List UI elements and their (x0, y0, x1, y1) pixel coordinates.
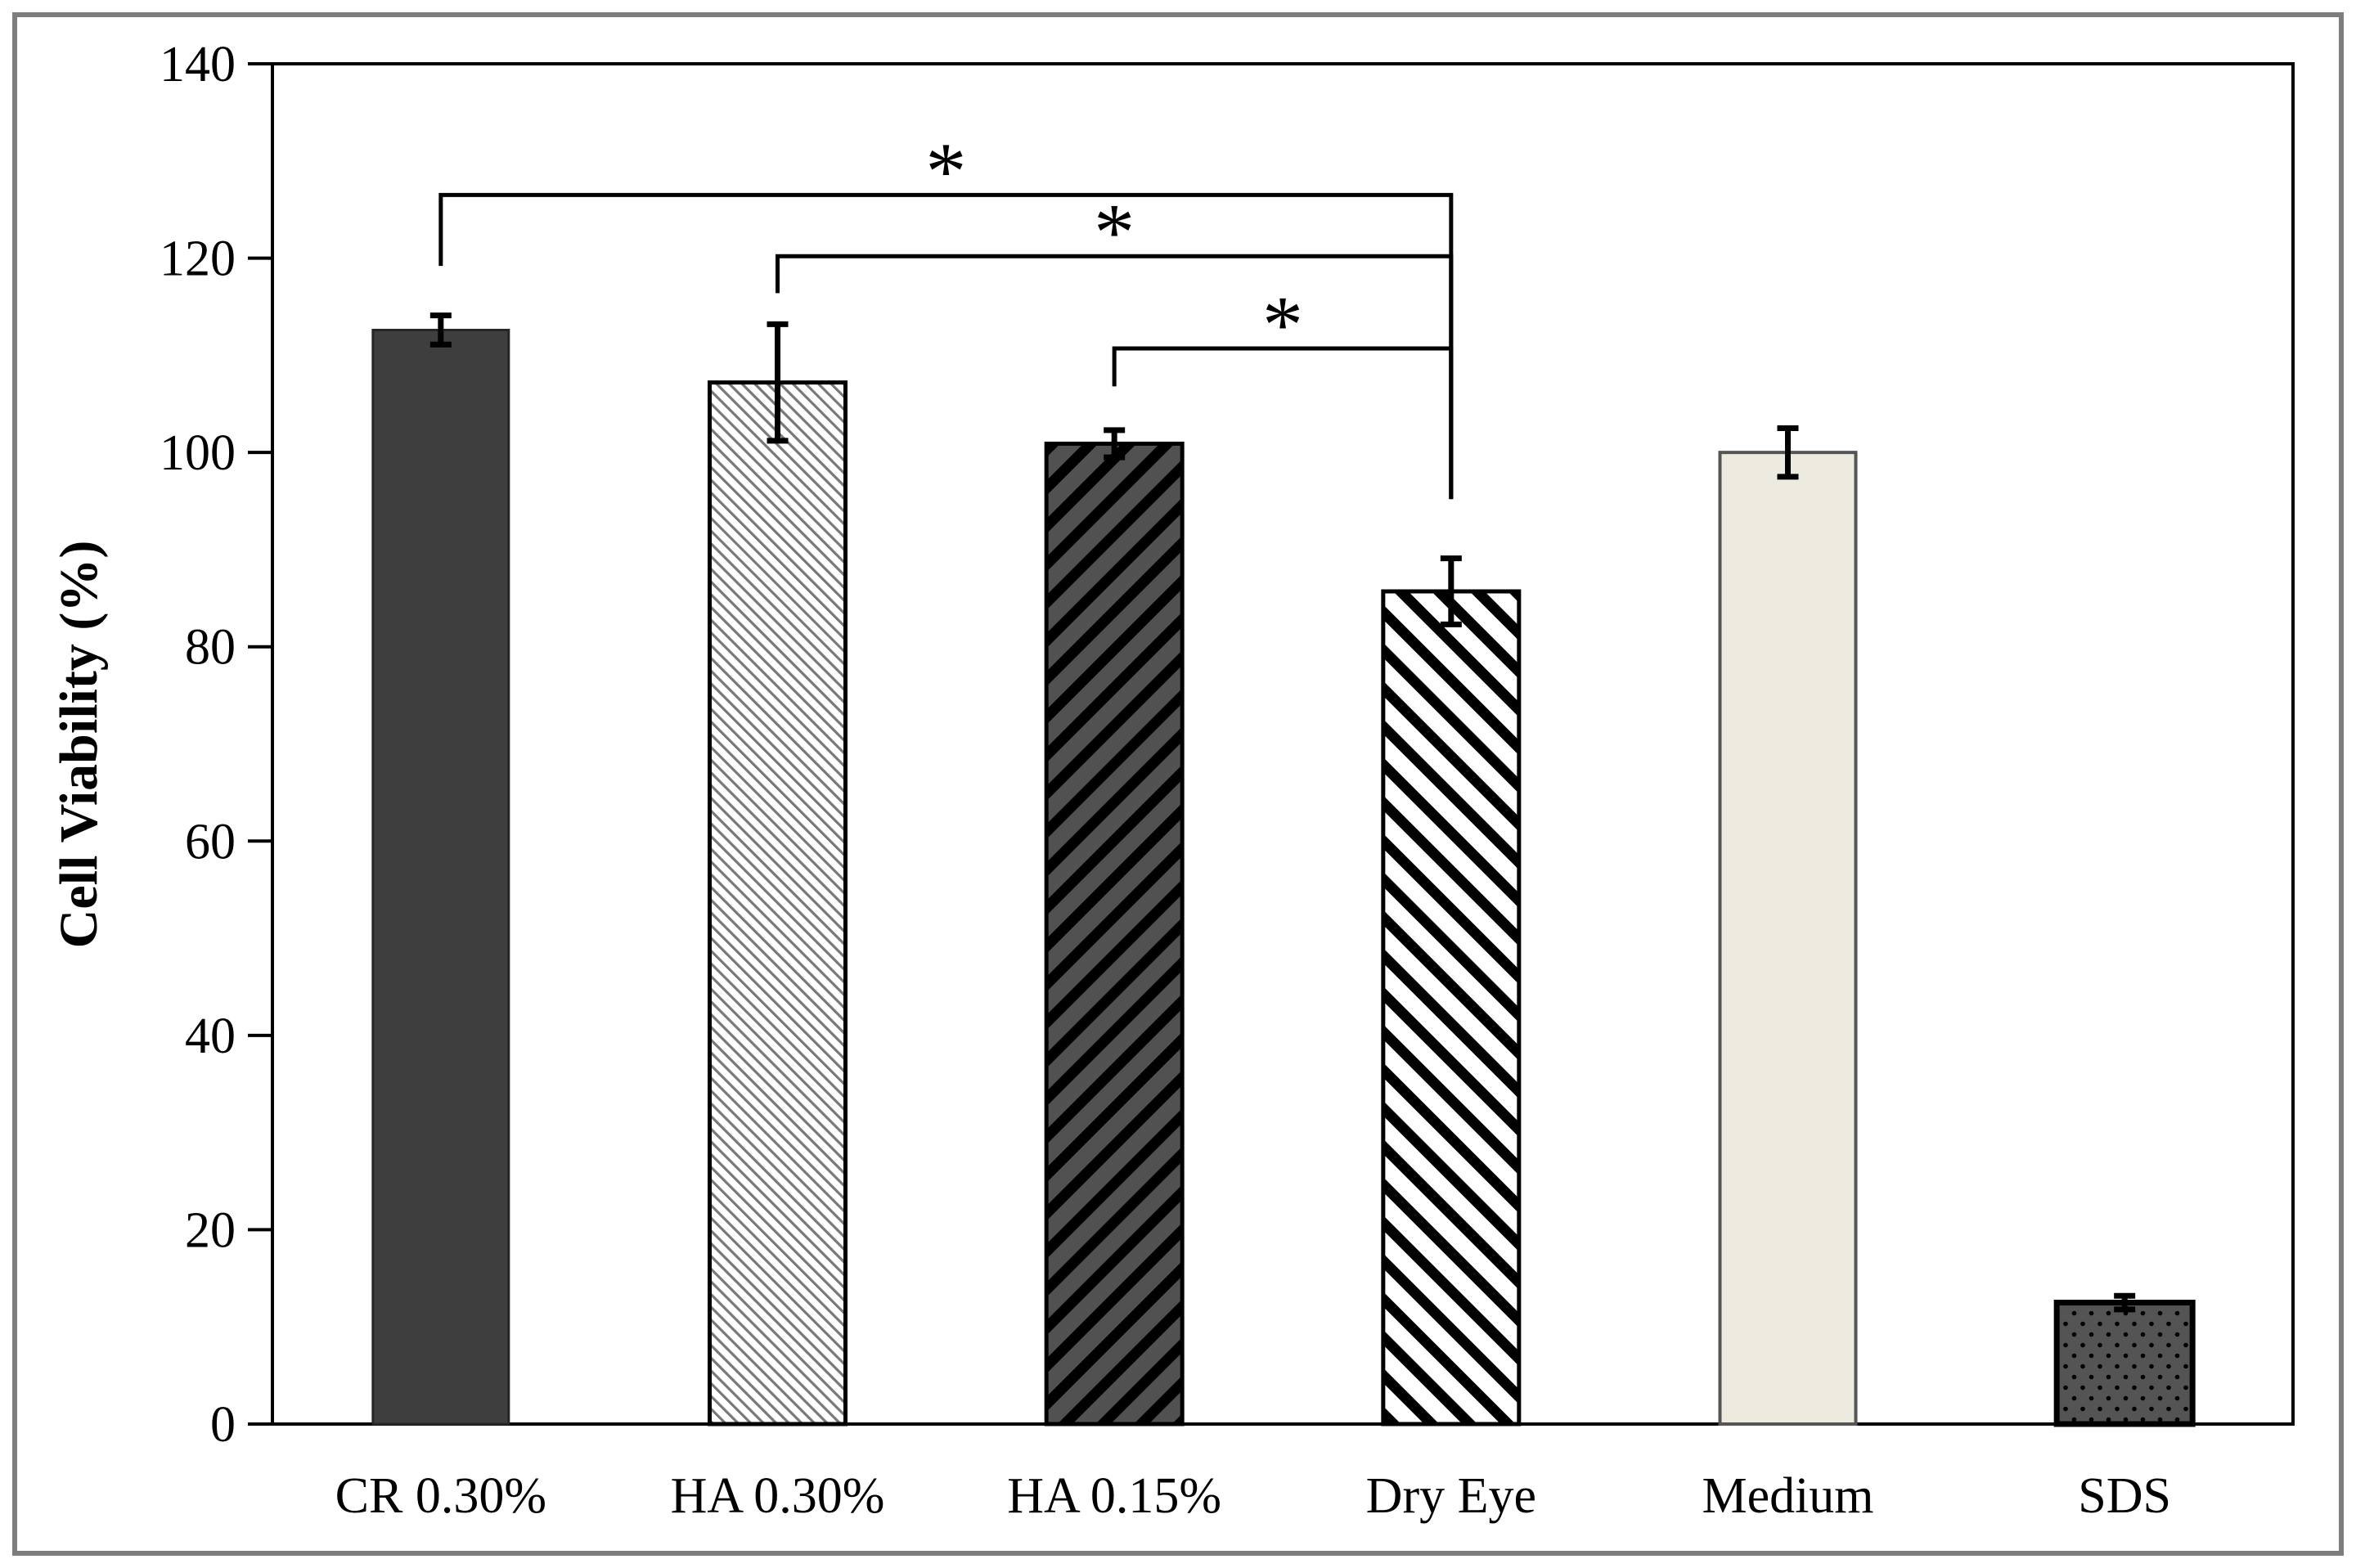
y-axis-title: Cell Viability (%) (49, 541, 109, 949)
x-axis-label: HA 0.15% (1007, 1468, 1221, 1524)
plot-area-frame (271, 62, 2295, 1426)
bar-ha-0-15- (1044, 441, 1185, 1426)
y-tick-label: 40 (185, 1009, 236, 1064)
bar-ha-0-30- (708, 380, 848, 1426)
significance-asterisk: * (1094, 186, 1135, 277)
error-bars-group (429, 312, 2136, 1313)
significance-asterisk: * (925, 125, 966, 216)
bar-cr-0-30- (371, 328, 510, 1426)
y-tick-label: 60 (185, 814, 236, 869)
y-tick-label: 140 (160, 37, 236, 92)
y-tick-label: 80 (185, 620, 236, 676)
bars-group (371, 328, 2196, 1427)
y-tick-label: 0 (210, 1397, 236, 1453)
bar-sds (2053, 1300, 2196, 1427)
bar-dry-eye (1381, 589, 1522, 1426)
y-tick-label: 120 (160, 231, 236, 287)
y-axis-ticks (248, 62, 272, 1426)
significance-asterisk: * (1262, 279, 1303, 370)
figure-border (12, 12, 2344, 1556)
x-axis-label: HA 0.30% (671, 1468, 885, 1524)
bar-medium (1718, 451, 1858, 1426)
y-tick-label: 100 (160, 425, 236, 481)
significance-bracket (1112, 346, 1454, 500)
x-axis-label: CR 0.30% (335, 1468, 546, 1524)
x-axis-label: Dry Eye (1366, 1468, 1536, 1524)
significance-brackets-group: * * * (438, 125, 1454, 500)
y-tick-label: 20 (185, 1202, 236, 1258)
x-axis-label: Medium (1702, 1468, 1873, 1524)
y-axis-tick-labels: 0 20 40 60 80 100 120 140 (160, 37, 236, 1453)
x-axis-labels-group: CR 0.30% HA 0.30% HA 0.15% Dry Eye Medium SDS (335, 1468, 2171, 1524)
x-axis-label: SDS (2078, 1468, 2171, 1524)
